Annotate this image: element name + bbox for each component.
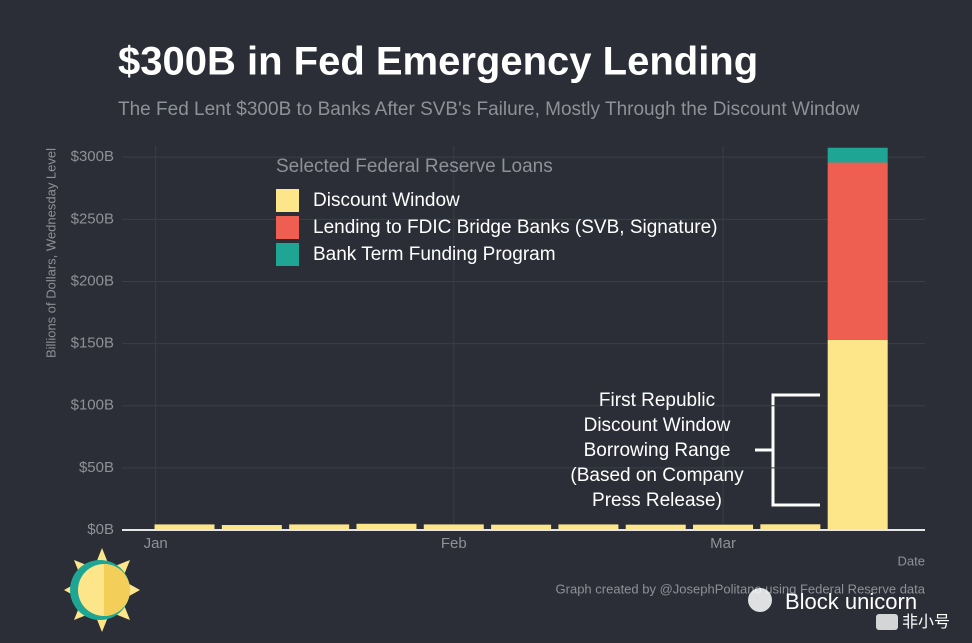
y-tick-label: $200B — [71, 272, 114, 289]
legend-label: Lending to FDIC Bridge Banks (SVB, Signa… — [313, 217, 717, 238]
x-tick-label: Jan — [144, 535, 168, 552]
bar-segment — [289, 524, 350, 530]
legend-swatch — [276, 243, 299, 266]
bar-segment — [221, 525, 282, 530]
bar-segment — [827, 147, 888, 163]
y-tick-label: $150B — [71, 335, 114, 352]
annotation-text: Discount Window — [584, 415, 731, 436]
bar-segment — [154, 524, 215, 530]
annotation-bracket — [755, 393, 820, 507]
bar-segment — [827, 162, 888, 340]
y-tick-label: $100B — [71, 397, 114, 414]
annotation-text: Press Release) — [592, 490, 722, 511]
bar-segment — [356, 523, 417, 530]
bar-segment — [693, 524, 754, 530]
watermark-site: 非小号 — [902, 613, 950, 631]
y-tick-label: $300B — [71, 148, 114, 165]
x-tick-label: Mar — [710, 535, 736, 552]
x-axis-label: Date — [898, 553, 925, 568]
annotation-text: First Republic — [599, 390, 715, 411]
logo — [64, 548, 140, 632]
bar-segment — [827, 339, 888, 530]
bar-segment — [491, 524, 552, 530]
bar-segment — [760, 524, 821, 530]
annotation-text: (Based on Company — [570, 465, 744, 486]
annotation-text: Borrowing Range — [584, 440, 731, 461]
y-tick-label: $0B — [87, 521, 114, 538]
caption: Graph created by @JosephPolitano using F… — [556, 581, 926, 596]
legend-title: Selected Federal Reserve Loans — [276, 156, 553, 177]
bar-segment — [625, 524, 686, 530]
legend-label: Bank Term Funding Program — [313, 244, 556, 265]
bar-segment — [558, 524, 619, 530]
watermark-brand: Block unicorn — [785, 589, 917, 614]
bar-segment — [423, 524, 484, 530]
x-tick-label: Feb — [441, 535, 467, 552]
watermark: Block unicorn 非小号 — [748, 588, 950, 631]
chart-title: $300B in Fed Emergency Lending — [118, 40, 758, 84]
legend-swatch — [276, 216, 299, 239]
y-axis-label: Billions of Dollars, Wednesday Level — [43, 148, 58, 358]
y-tick-label: $250B — [71, 210, 114, 227]
chart-subtitle: The Fed Lent $300B to Banks After SVB's … — [118, 99, 860, 120]
y-tick-label: $50B — [79, 459, 114, 476]
legend-label: Discount Window — [313, 190, 460, 211]
legend-swatch — [276, 189, 299, 212]
